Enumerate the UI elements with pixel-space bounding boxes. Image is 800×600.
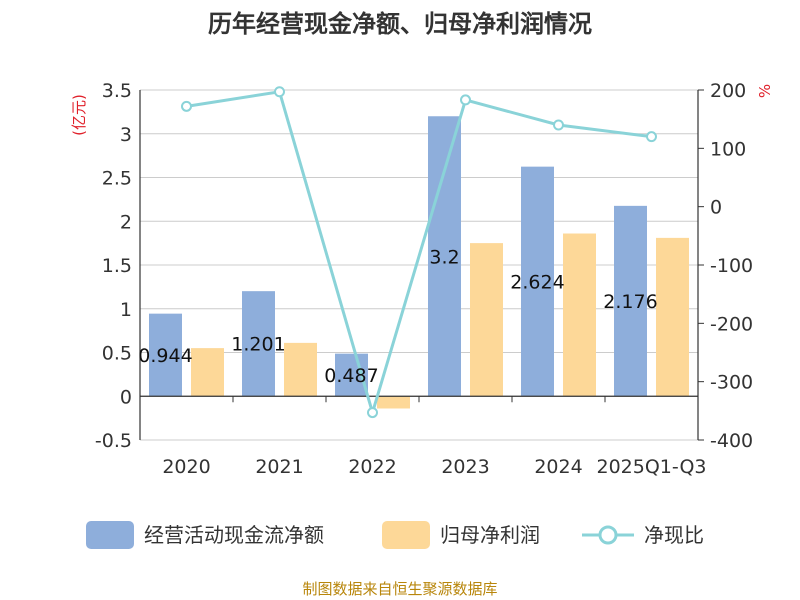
x-tick-label: 2023 <box>441 456 489 478</box>
left-tick-label: 3.5 <box>102 80 132 102</box>
left-tick-label: 2.5 <box>102 168 132 190</box>
data-label-cashflow: 0.944 <box>138 345 192 367</box>
legend: 经营活动现金流净额 归母净利润 净现比 <box>86 521 704 549</box>
right-tick-label: -400 <box>710 430 753 452</box>
x-tick-label: 2020 <box>162 456 210 478</box>
left-tick-label: 2 <box>120 211 132 233</box>
right-axis: -400 -300 -200 -100 0 100 200 <box>697 80 753 452</box>
legend-label-profit: 归母净利润 <box>440 523 540 547</box>
legend-item-cashflow[interactable]: 经营活动现金流净额 <box>86 521 324 549</box>
bar-cashflow <box>242 291 275 397</box>
ratio-point <box>367 407 378 419</box>
right-tick-label: -100 <box>710 255 753 277</box>
right-tick-label: 200 <box>710 80 746 102</box>
bar-profit <box>191 348 224 397</box>
bar-profit <box>656 237 689 397</box>
legend-item-profit[interactable]: 归母净利润 <box>382 521 540 549</box>
data-labels: 0.944 1.201 0.487 3.2 2.624 2.176 <box>138 246 657 387</box>
legend-label-ratio: 净现比 <box>644 523 704 547</box>
ratio-point <box>181 100 192 112</box>
right-tick-label: 100 <box>710 138 746 160</box>
right-tick-label: -200 <box>710 313 753 335</box>
legend-swatch-ratio-marker <box>598 525 618 545</box>
legend-swatch-profit <box>382 521 430 549</box>
chart-title: 历年经营现金净额、归母净利润情况 <box>208 10 592 38</box>
legend-item-ratio[interactable]: 净现比 <box>582 523 704 547</box>
bar-cashflow <box>149 313 182 397</box>
bar-profit <box>563 233 596 397</box>
left-axis: -0.5 0 0.5 1 1.5 2 2.5 3 3.5 <box>95 80 141 452</box>
x-tick-label: 2025Q1-Q3 <box>597 456 707 478</box>
ratio-point <box>646 131 657 143</box>
data-label-cashflow: 3.2 <box>429 246 459 268</box>
bars <box>149 116 689 409</box>
data-label-cashflow: 1.201 <box>231 334 285 356</box>
bar-profit <box>284 342 317 397</box>
bar-cashflow <box>428 116 461 397</box>
ratio-point <box>460 94 471 106</box>
x-tick-label: 2022 <box>348 456 396 478</box>
ratio-point <box>553 119 564 131</box>
right-tick-label: 0 <box>710 197 722 219</box>
left-tick-label: 3 <box>120 124 132 146</box>
left-axis-unit: (亿元) <box>70 94 88 136</box>
x-tick-label: 2024 <box>534 456 582 478</box>
data-label-cashflow: 2.624 <box>510 271 564 293</box>
right-tick-label: -300 <box>710 372 753 394</box>
legend-label-cashflow: 经营活动现金流净额 <box>144 523 324 547</box>
ratio-line-path <box>186 90 652 418</box>
source-note: 制图数据来自恒生聚源数据库 <box>302 580 497 598</box>
bar-profit <box>377 396 410 409</box>
left-tick-label: 0.5 <box>102 343 132 365</box>
left-tick-label: 0 <box>120 386 132 408</box>
bar-cashflow <box>521 166 554 397</box>
legend-swatch-cashflow <box>86 521 134 549</box>
ratio-line <box>181 86 657 419</box>
data-label-cashflow: 0.487 <box>324 365 378 387</box>
x-tick-label: 2021 <box>255 456 303 478</box>
bar-cashflow <box>614 205 647 397</box>
x-axis: 2020 2021 2022 2023 2024 2025Q1-Q3 <box>139 395 707 478</box>
left-tick-label: -0.5 <box>95 430 132 452</box>
left-tick-label: 1 <box>120 299 132 321</box>
right-axis-unit: % <box>756 84 774 98</box>
left-tick-label: 1.5 <box>102 255 132 277</box>
bar-profit <box>470 243 503 397</box>
ratio-point <box>274 86 285 98</box>
data-label-cashflow: 2.176 <box>603 291 657 313</box>
